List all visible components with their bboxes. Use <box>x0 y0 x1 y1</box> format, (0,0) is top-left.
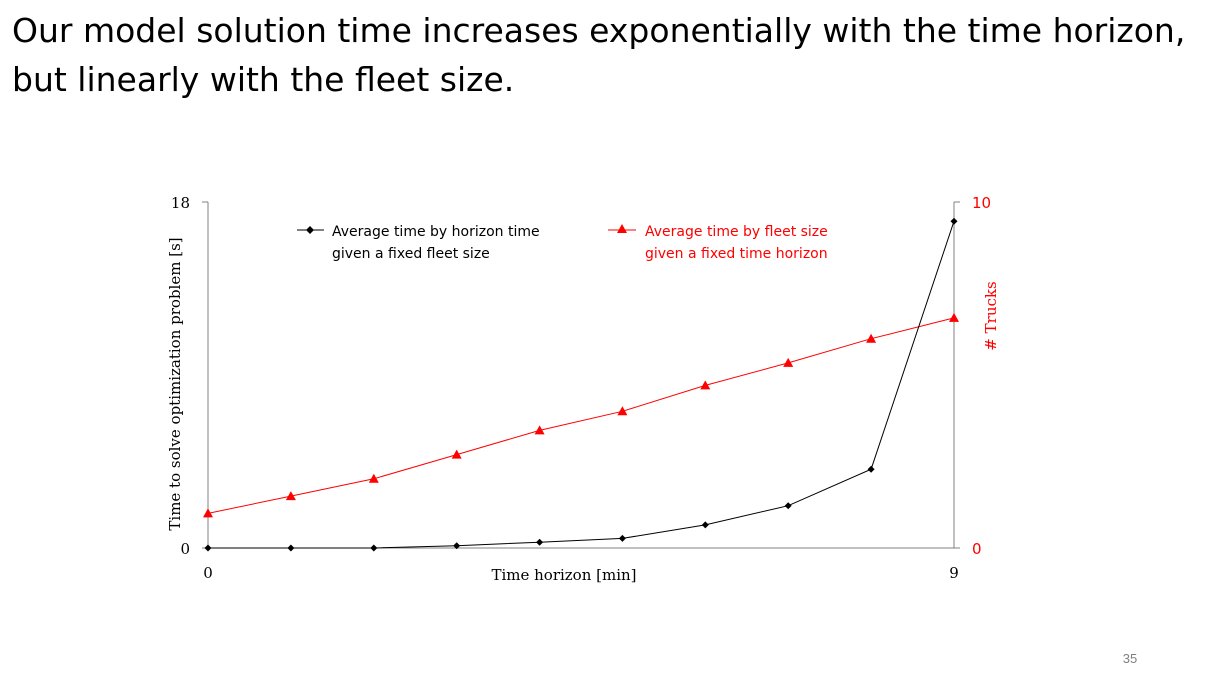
legend-label-red-line-2: given a fixed time horizon <box>645 246 828 262</box>
series-line-red <box>207 317 955 514</box>
x-tick-label-max: 9 <box>949 564 959 582</box>
y-axis-title: Time to solve optimization problem [s] <box>166 237 184 530</box>
data-point-red-5 <box>617 406 628 416</box>
series-layer <box>203 217 959 552</box>
legend-label-black-line-1: Average time by horizon time <box>332 224 540 240</box>
slide-title-line-1: Our model solution time increases expone… <box>12 11 1186 50</box>
slide-title: Our model solution time increases expone… <box>12 6 1222 104</box>
data-point-black-4 <box>536 538 544 546</box>
data-point-black-6 <box>701 521 709 529</box>
data-point-red-7 <box>783 357 794 367</box>
data-point-red-8 <box>866 333 877 343</box>
legend-label-black-line-2: given a fixed fleet size <box>332 246 490 262</box>
data-point-black-3 <box>453 542 461 550</box>
data-point-black-5 <box>618 534 626 542</box>
y-tick-label-min: 0 <box>180 540 190 558</box>
data-point-black-0 <box>204 544 212 552</box>
page-number: 35 <box>1122 651 1138 666</box>
y2-tick-label-max: 10 <box>972 194 991 212</box>
legend-marker-triangle <box>617 224 627 233</box>
data-point-black-9 <box>950 217 958 225</box>
data-point-red-3 <box>451 449 462 459</box>
data-point-red-0 <box>203 508 213 518</box>
y2-axis-title: # Trucks <box>982 281 1000 350</box>
data-point-red-1 <box>285 491 296 501</box>
y2-tick-label-min: 0 <box>972 540 982 558</box>
y-tick-label-max: 18 <box>171 194 190 212</box>
data-point-red-4 <box>534 425 545 435</box>
data-point-red-9 <box>949 312 959 322</box>
legend-label-red-line-1: Average time by fleet size <box>645 224 828 240</box>
x-tick-label-min: 0 <box>203 564 213 582</box>
x-axis-title: Time horizon [min] <box>491 566 636 584</box>
data-point-red-2 <box>368 473 379 483</box>
slide-title-line-2: but linearly with the fleet size. <box>12 60 515 99</box>
series-line-black <box>208 221 955 549</box>
data-point-black-2 <box>370 544 378 552</box>
data-point-red-6 <box>700 380 711 390</box>
data-point-black-7 <box>784 502 792 510</box>
legend-marker-diamond <box>306 226 314 234</box>
data-point-black-8 <box>867 465 875 473</box>
data-point-black-1 <box>287 544 295 552</box>
legend: Average time by horizon time given a fix… <box>297 224 828 262</box>
